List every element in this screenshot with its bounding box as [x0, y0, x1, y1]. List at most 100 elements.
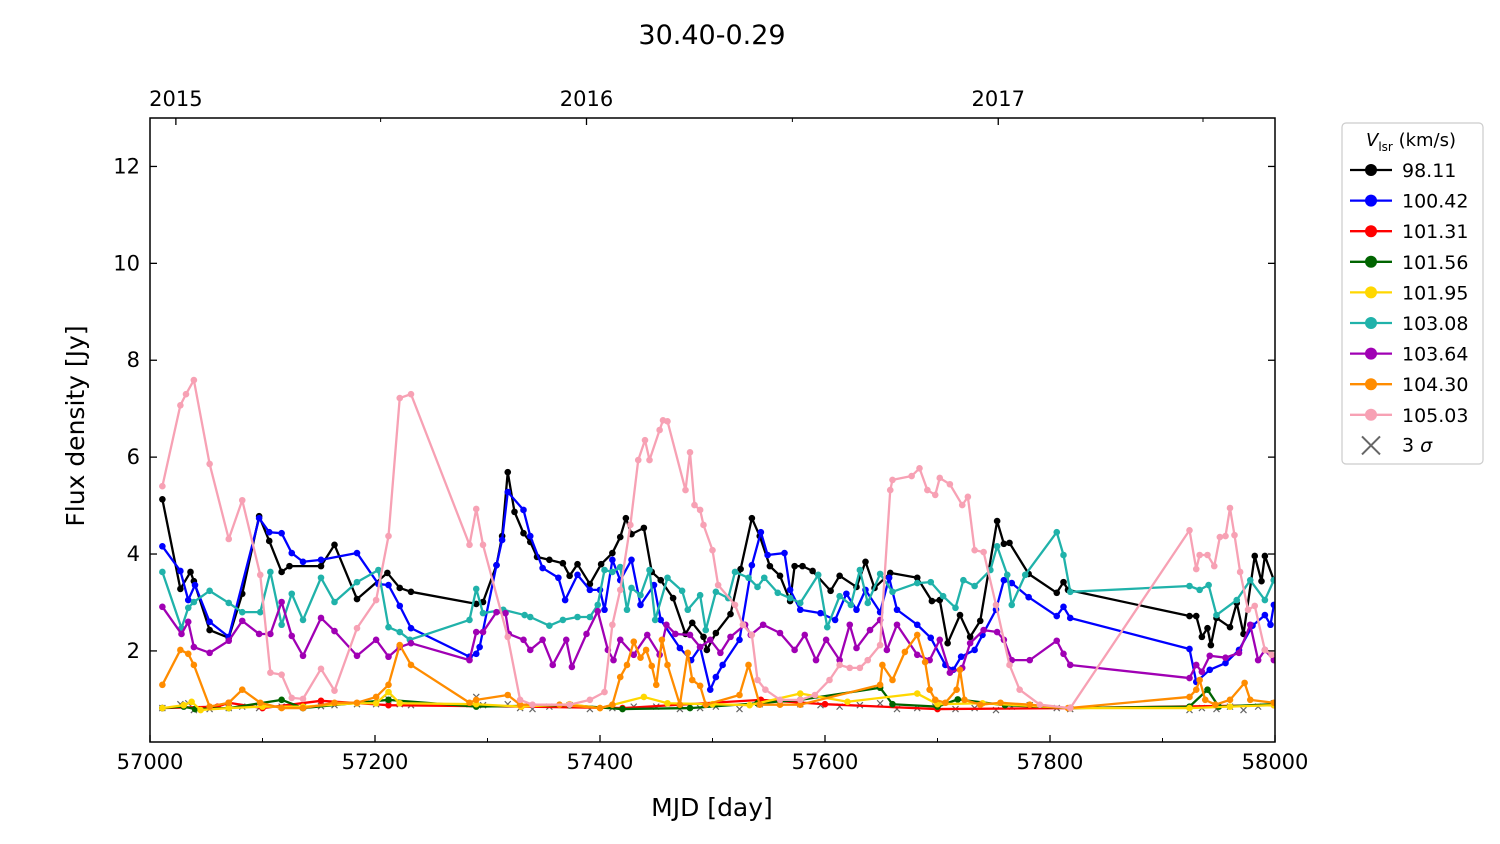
data-point [278, 696, 285, 704]
data-point [926, 686, 933, 693]
data-point [971, 546, 978, 554]
data-point [776, 572, 784, 580]
data-point [546, 622, 553, 630]
data-point [924, 486, 931, 494]
data-point [936, 636, 944, 644]
data-point [757, 528, 765, 536]
legend-swatch-marker [1365, 317, 1377, 329]
data-point [317, 574, 325, 582]
data-point [913, 631, 921, 639]
legend-item: 101.31 [1350, 221, 1468, 243]
data-point [256, 699, 264, 707]
data-point [759, 621, 767, 629]
data-point [836, 661, 843, 669]
data-point [562, 636, 570, 644]
data-point [652, 681, 660, 689]
data-point [610, 656, 617, 664]
data-point [731, 601, 739, 609]
data-point [706, 636, 714, 644]
data-point [727, 633, 734, 641]
data-point [597, 560, 605, 568]
data-point [956, 666, 964, 674]
data-point [866, 626, 874, 634]
data-point [472, 628, 480, 636]
data-point [396, 602, 404, 610]
data-point [238, 496, 246, 504]
data-point [331, 598, 338, 606]
data-point [821, 700, 829, 708]
legend-title: Vlsr (km/s) [1366, 130, 1456, 154]
data-point [526, 613, 534, 621]
data-point [966, 633, 974, 641]
data-point [549, 661, 557, 669]
data-point [299, 652, 307, 660]
y-tick-label: 10 [113, 251, 140, 275]
data-point [586, 586, 594, 594]
data-point [876, 641, 884, 649]
data-point [504, 633, 512, 641]
data-point [786, 586, 794, 594]
data-point [913, 690, 921, 697]
data-point [182, 390, 190, 398]
legend-label: 98.11 [1402, 160, 1456, 182]
data-point [1053, 528, 1061, 536]
data-point [1198, 633, 1206, 641]
data-point [658, 636, 666, 644]
data-point [916, 464, 923, 472]
data-point [1231, 531, 1238, 539]
data-point [385, 532, 392, 540]
data-point [823, 623, 831, 631]
data-point [317, 562, 325, 570]
data-point [396, 641, 404, 649]
data-point [791, 646, 798, 654]
data-point [1192, 686, 1200, 693]
data-point [931, 696, 939, 704]
data-point [931, 491, 939, 499]
data-point [745, 574, 752, 582]
data-point [184, 604, 192, 612]
y-axis: 2 4 6 8 10 12 [113, 154, 1275, 663]
data-point [1186, 693, 1193, 701]
data-point [862, 558, 869, 566]
data-point [913, 651, 921, 659]
data-point [942, 699, 949, 707]
data-point [709, 546, 716, 554]
data-point [609, 568, 616, 576]
data-point [353, 549, 361, 557]
legend-swatch-marker [1365, 164, 1377, 176]
data-point [811, 691, 819, 699]
chart-title: 30.40-0.29 [638, 20, 785, 51]
data-point [278, 529, 285, 537]
x-axis-label: MJD [day] [651, 793, 773, 822]
data-point [1060, 650, 1067, 658]
data-point [736, 691, 743, 699]
data-point [801, 631, 809, 639]
data-point [889, 700, 896, 708]
data-point [331, 541, 338, 549]
data-point [225, 599, 233, 607]
data-point [786, 594, 794, 602]
data-point [609, 556, 616, 564]
x-tick-label: 57000 [117, 750, 184, 774]
data-point [993, 517, 1001, 525]
data-point [238, 608, 246, 616]
y-tick-label: 6 [127, 445, 140, 469]
data-point [1000, 540, 1008, 548]
legend-item: 101.56 [1350, 252, 1468, 274]
data-point [796, 690, 804, 697]
data-point [184, 650, 192, 658]
data-point [526, 532, 534, 540]
data-point [1066, 704, 1074, 712]
data-point [609, 549, 616, 557]
data-point [1008, 601, 1016, 609]
data-point [1246, 621, 1254, 629]
data-point [1267, 621, 1274, 629]
data-point [1036, 701, 1044, 708]
data-point [502, 609, 509, 617]
data-point [678, 587, 686, 595]
legend: Vlsr (km/s) 98.11 100.42 101.31 101.56 101.9… [1341, 122, 1484, 465]
data-point [1226, 703, 1234, 710]
data-point [188, 698, 195, 706]
data-point [594, 607, 602, 615]
data-point [1222, 659, 1229, 667]
